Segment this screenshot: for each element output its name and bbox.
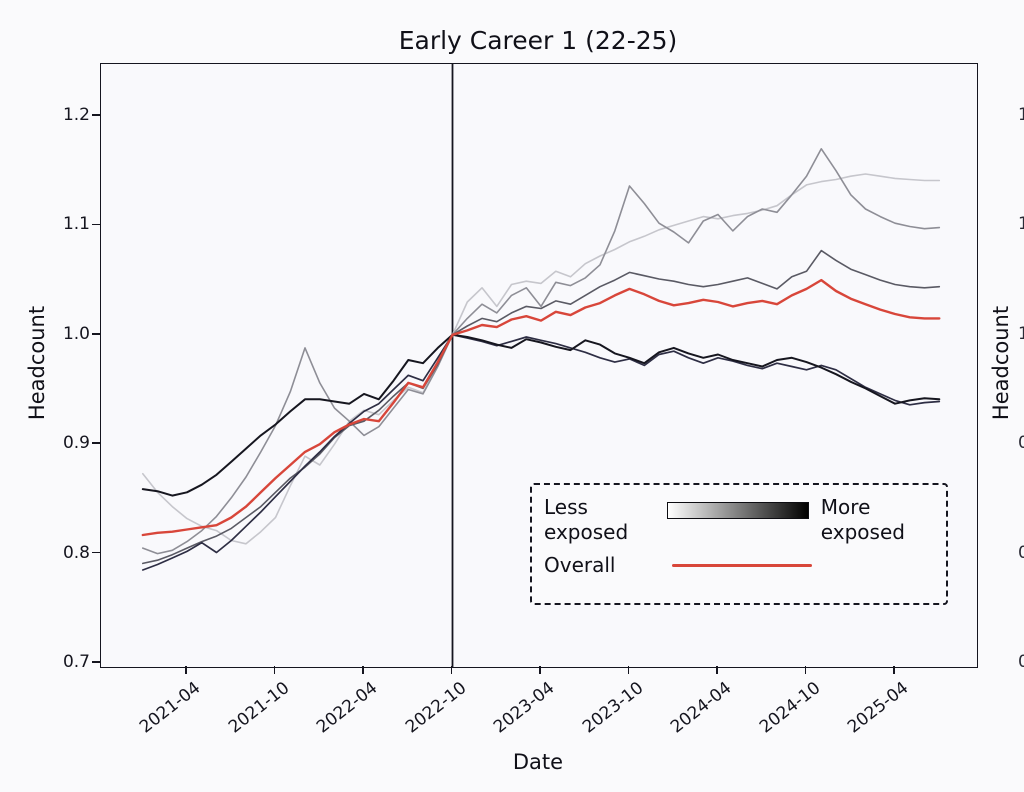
legend-more-exposed-label: More exposed (820, 495, 905, 544)
x-tick-label: 2024-10 (755, 678, 824, 738)
x-tick-label: 2025-04 (844, 678, 913, 738)
x-tick-label: 2021-10 (224, 678, 293, 738)
y-tick-label: 1.2 (62, 105, 90, 125)
series-line-overall (141, 278, 941, 537)
y-tick-mark (92, 114, 100, 116)
series-line-quintile-4 (141, 333, 941, 571)
y-tick-mark (92, 223, 100, 226)
x-tick-mark (627, 666, 630, 674)
series-line-quintile-5-most-exposed (141, 333, 941, 497)
x-tick-label: 2024-04 (667, 678, 736, 738)
right-edge-ticklabel-fragment: 0 (1018, 542, 1024, 563)
y-tick-label: 1.1 (62, 214, 90, 235)
x-tick-label: 2022-04 (313, 678, 382, 738)
right-edge-ticklabel-fragment: 0 (1018, 433, 1024, 454)
right-edge-ticklabel-fragment: 0 (1018, 652, 1024, 672)
right-edge-ticklabel-fragment: 1 (1018, 214, 1024, 235)
y-tick-mark (92, 442, 100, 444)
x-tick-label: 2022-10 (401, 678, 470, 738)
x-tick-mark (273, 666, 276, 674)
legend-less-exposed-label: Less exposed (544, 495, 629, 544)
x-tick-mark (893, 666, 895, 674)
x-axis-label: Date (512, 750, 564, 774)
x-tick-label: 2023-04 (490, 678, 559, 738)
chart-title: Early Career 1 (22-25) (398, 26, 678, 55)
y-tick-label: 0.8 (62, 542, 90, 563)
y-tick-label: 0.7 (62, 652, 90, 672)
series-line-quintile-1-least-exposed (141, 173, 941, 545)
legend-exposure-row: Less exposed More exposed (544, 495, 934, 545)
overall-line-swatch (672, 563, 812, 568)
x-tick-mark (362, 666, 364, 674)
x-tick-label: 2023-10 (578, 678, 647, 738)
x-tick-mark (716, 666, 718, 674)
x-tick-mark (804, 666, 807, 674)
series-line-quintile-3 (141, 249, 941, 565)
x-tick-mark (539, 666, 541, 674)
y-tick-mark (92, 551, 100, 554)
line-chart-canvas (141, 64, 941, 667)
y-axis-label-right: Headcount (989, 305, 1013, 421)
exposure-gradient-swatch (666, 502, 809, 519)
legend-overall-label: Overall (544, 553, 616, 577)
y-tick-label: 1.0 (62, 323, 90, 344)
y-tick-label: 0.9 (62, 433, 90, 454)
right-edge-ticklabel-fragment: 1 (1018, 323, 1024, 344)
legend-overall-row: Overall (544, 553, 934, 578)
x-tick-mark (450, 666, 453, 674)
y-axis-label-left: Headcount (25, 305, 49, 421)
x-tick-mark (185, 666, 187, 674)
x-tick-label: 2021-04 (136, 678, 205, 738)
right-edge-ticklabel-fragment: 1 (1018, 105, 1024, 125)
legend-box: Less exposed More exposed Overall (530, 483, 948, 605)
y-tick-mark (92, 661, 100, 663)
y-tick-mark (92, 333, 100, 335)
